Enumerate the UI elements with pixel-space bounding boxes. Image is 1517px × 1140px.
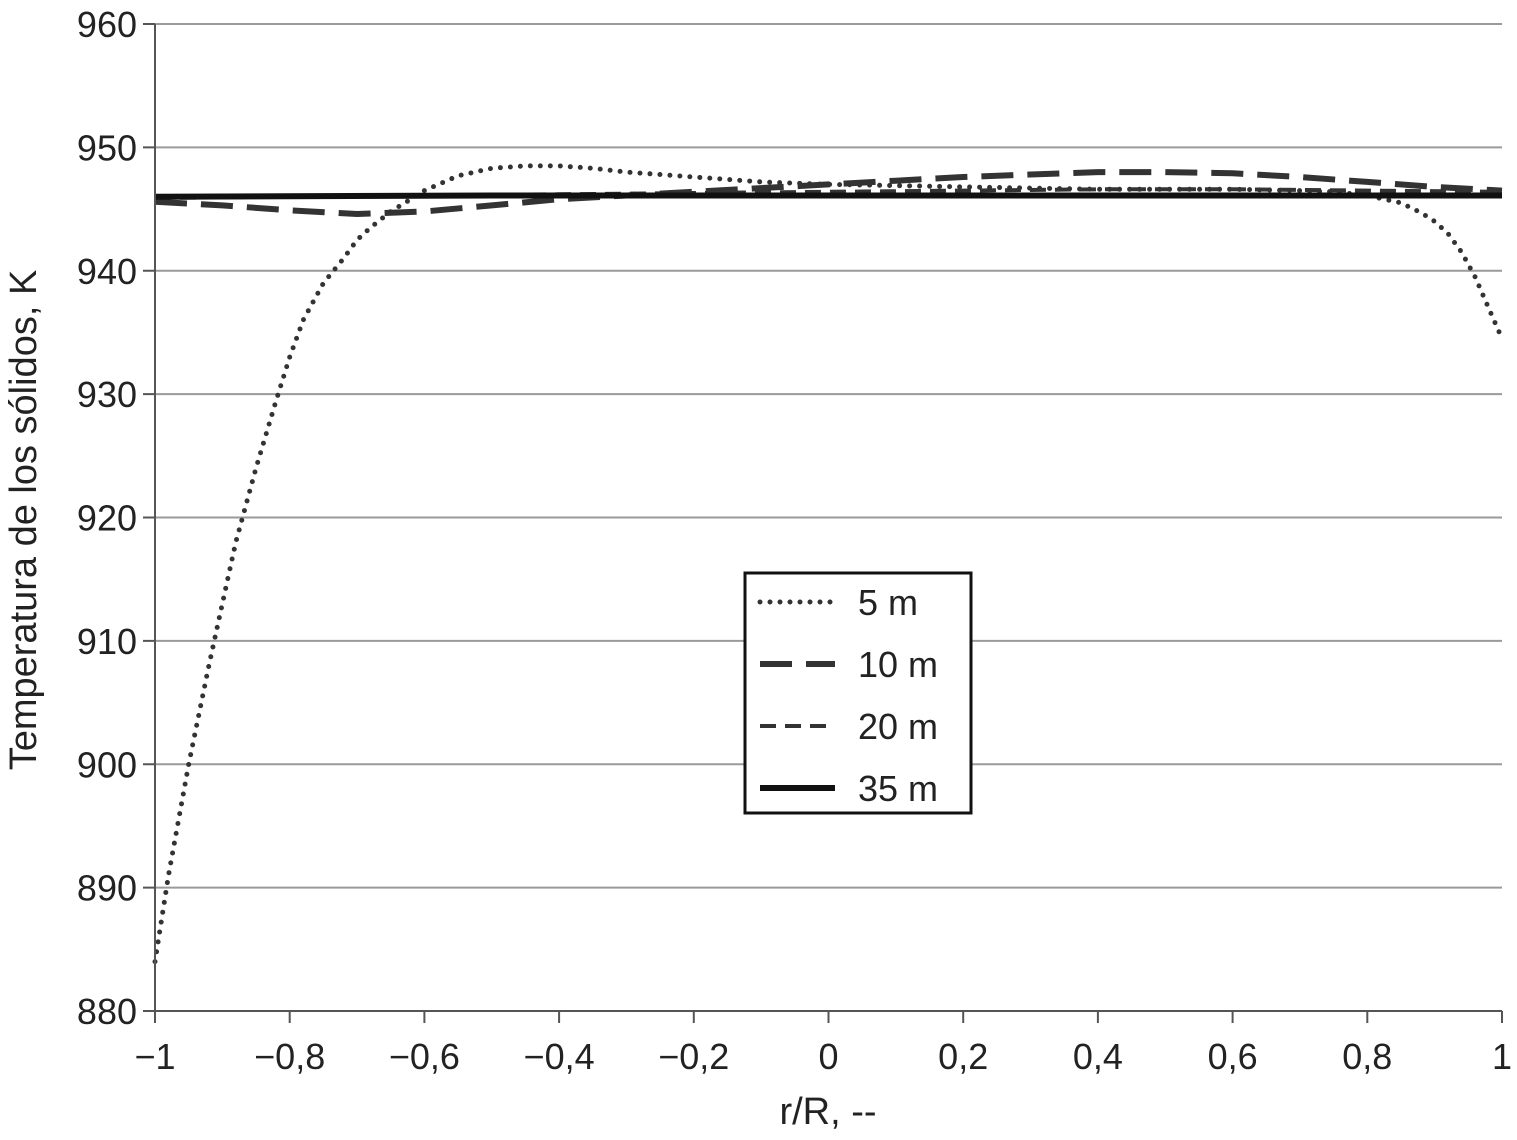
x-tick-label: 0,6 <box>1208 1036 1258 1077</box>
y-axis-title: Temperatura de los sólidos, K <box>3 270 45 771</box>
y-tick-label: 950 <box>77 127 137 168</box>
y-tick-label: 920 <box>77 498 137 539</box>
y-tick-label: 940 <box>77 251 137 292</box>
legend-label: 35 m <box>858 768 938 809</box>
x-tick-label: −0,6 <box>389 1036 460 1077</box>
legend-box <box>743 571 973 815</box>
legend: 5 m 10 m 20 m 35 m <box>743 571 973 815</box>
x-axis-title: r/R, -- <box>779 1091 876 1133</box>
series-line-35m <box>154 192 1502 200</box>
legend-label: 5 m <box>858 582 918 623</box>
series-line-5m <box>152 163 1505 965</box>
y-tick-label: 880 <box>77 991 137 1032</box>
x-tick-label: −1 <box>134 1036 175 1077</box>
y-tick-label: 890 <box>77 868 137 909</box>
x-tick-label: 0 <box>818 1036 838 1077</box>
y-tick-labels: 880 890 900 910 920 930 940 950 960 <box>77 4 137 1032</box>
x-tick-label: 0,8 <box>1342 1036 1392 1077</box>
y-tick-label: 910 <box>77 621 137 662</box>
x-tick-label: −0,2 <box>658 1036 729 1077</box>
series-lines <box>152 163 1505 965</box>
legend-label: 20 m <box>858 706 938 747</box>
y-tick-label: 960 <box>77 4 137 45</box>
x-tick-label: 1 <box>1492 1036 1512 1077</box>
x-tick-label: −0,4 <box>524 1036 595 1077</box>
y-tick-label: 930 <box>77 374 137 415</box>
x-tick-label: −0,8 <box>254 1036 325 1077</box>
legend-label: 10 m <box>858 644 938 685</box>
x-tick-labels: −1 −0,8 −0,6 −0,4 −0,2 0 0,2 0,4 0,6 0,8 1 <box>134 1036 1512 1077</box>
series-line-10m <box>154 169 1503 217</box>
axes <box>143 23 1503 1023</box>
x-tick-label: 0,2 <box>938 1036 988 1077</box>
x-tick-label: 0,4 <box>1073 1036 1123 1077</box>
y-tick-label: 900 <box>77 744 137 785</box>
